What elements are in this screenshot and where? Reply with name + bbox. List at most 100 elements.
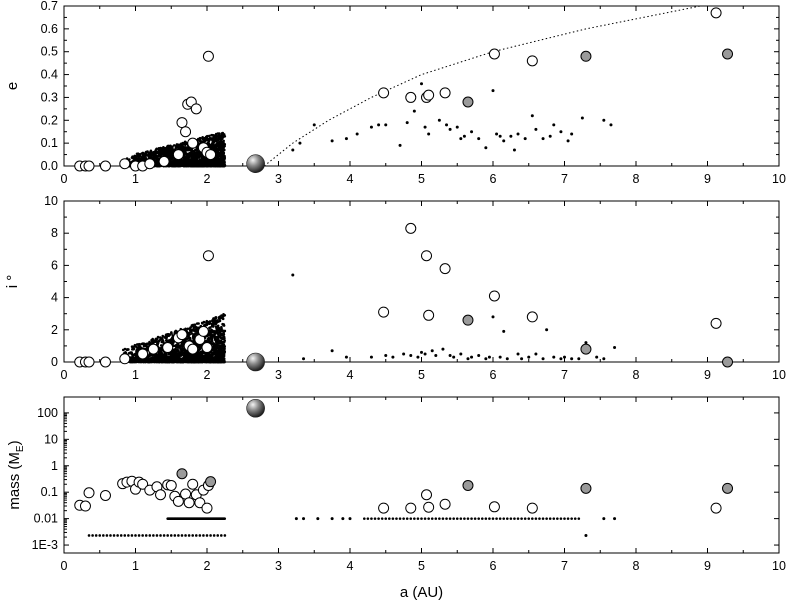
cluster-dot <box>218 148 222 152</box>
cluster-dot <box>160 351 164 355</box>
cluster-dot <box>171 164 175 168</box>
band-dot <box>87 534 91 537</box>
cluster-dot <box>161 334 165 338</box>
band-dot <box>166 534 169 537</box>
open-circle-point <box>176 329 188 341</box>
small-dot-point <box>512 148 516 152</box>
cluster-dot <box>218 319 222 323</box>
cluster-dot <box>215 154 218 158</box>
plot-frame <box>63 396 780 554</box>
x-tick-label: 7 <box>561 368 568 382</box>
cluster-dot <box>210 338 214 342</box>
cluster-dot <box>180 144 183 147</box>
cluster-dot <box>194 325 197 329</box>
cluster-dot <box>199 136 202 140</box>
cluster-dot <box>206 137 210 141</box>
cluster-dot <box>176 360 179 363</box>
small-dot-point <box>437 118 441 122</box>
cluster-dot <box>196 355 199 358</box>
cluster-dot <box>165 333 168 336</box>
cluster-dot <box>196 137 200 141</box>
panel-eccentricity: 0 1 2 3 4 5 6 7 8 9 100.00.10.20.30.40.50.60.7e <box>4 0 786 186</box>
cluster-dot <box>212 348 216 352</box>
dotted-curve <box>263 5 701 167</box>
cluster-dot <box>192 149 196 153</box>
cluster-dot <box>158 358 161 362</box>
cluster-dot <box>187 154 191 158</box>
open-circle-point <box>405 222 417 234</box>
cluster-dot <box>180 359 183 363</box>
cluster-dot <box>147 356 150 360</box>
cluster-dot <box>221 352 225 355</box>
small-dot-point <box>330 139 334 143</box>
cluster-dot <box>210 356 213 359</box>
cluster-dot <box>198 344 202 348</box>
cluster-dot <box>184 327 187 331</box>
y-tick-label: 8 <box>51 226 58 240</box>
cluster-dot <box>171 357 175 360</box>
cluster-dot <box>176 164 180 168</box>
y-tick-label: 1 <box>51 459 58 473</box>
cluster-dot <box>210 133 214 137</box>
small-dot-point <box>570 357 574 361</box>
cluster-dot <box>132 347 135 351</box>
band-dot <box>94 534 98 537</box>
gray-circle-point <box>462 314 474 326</box>
band-dot <box>155 534 159 537</box>
cluster-dot <box>130 358 134 361</box>
small-dot-point <box>534 352 538 356</box>
small-dot-point <box>577 357 581 361</box>
cluster-dot <box>203 163 207 166</box>
cluster-dot <box>191 156 194 159</box>
cluster-dot <box>158 336 162 339</box>
cluster-dot <box>167 150 171 154</box>
cluster-dot <box>215 164 219 168</box>
cluster-dot <box>217 132 221 135</box>
cluster-dot <box>198 160 202 163</box>
cluster-dot <box>215 148 218 152</box>
gray-circle-point <box>462 96 474 108</box>
cluster-dot <box>204 360 207 363</box>
cluster-dot <box>192 333 196 336</box>
small-dot-point <box>405 121 409 125</box>
small-dot-point <box>427 132 431 136</box>
cluster-dot <box>218 151 222 155</box>
cluster-dot <box>172 344 176 348</box>
small-dot-point <box>291 273 295 277</box>
small-dot-point <box>520 357 524 361</box>
cluster-dot <box>218 144 222 148</box>
x-tick-label: 8 <box>633 368 640 382</box>
cluster-dot <box>219 138 223 142</box>
cluster-dot <box>194 328 198 331</box>
cluster-dot <box>204 354 207 358</box>
band-dot <box>180 534 184 537</box>
open-circle-point <box>162 342 174 354</box>
cluster-dot <box>202 139 205 143</box>
cluster-dot <box>192 336 196 340</box>
cluster-dot <box>195 322 199 325</box>
cluster-dot <box>137 358 140 361</box>
cluster-dot <box>174 352 177 355</box>
cluster-dot <box>223 156 227 160</box>
cluster-dot <box>213 321 216 325</box>
small-dot-point <box>391 355 395 359</box>
cluster-dot <box>217 134 221 137</box>
cluster-dot <box>177 350 180 353</box>
cluster-dot <box>210 353 214 356</box>
cluster-dot <box>221 155 225 158</box>
band-dot <box>91 534 94 537</box>
cluster-dot <box>222 331 225 335</box>
cluster-dot <box>143 157 146 160</box>
cluster-dot <box>169 148 172 152</box>
open-circle-point <box>99 160 111 172</box>
small-dot-point <box>455 125 459 129</box>
cluster-dot <box>178 344 182 348</box>
y-tick-label: 0.0 <box>41 159 58 173</box>
cluster-dot <box>210 137 214 140</box>
cluster-dot <box>189 326 192 329</box>
band-dot <box>127 534 130 537</box>
cluster-dot <box>175 357 178 360</box>
x-tick-label: 0 <box>61 559 68 573</box>
cluster-dot <box>160 340 164 344</box>
y-tick-label: 10 <box>44 432 58 446</box>
